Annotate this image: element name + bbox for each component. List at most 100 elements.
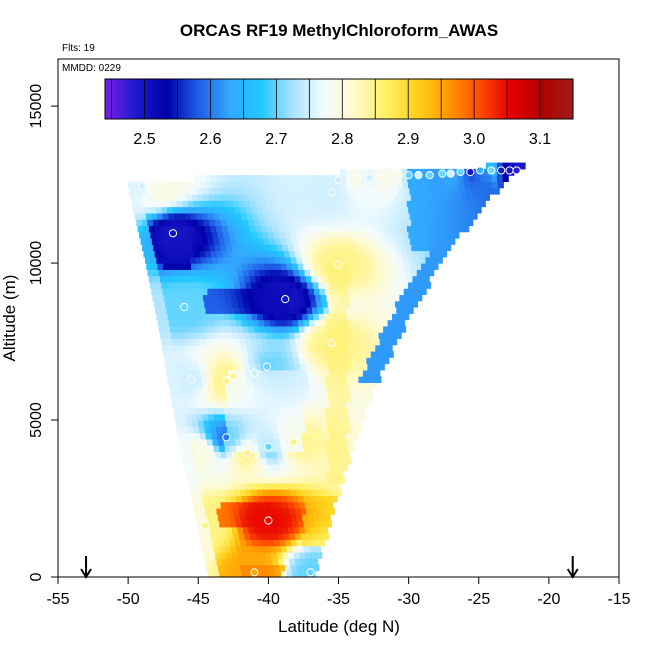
heatmap-cell: [358, 313, 365, 321]
heatmap-cell: [317, 307, 324, 314]
heatmap-cell: [195, 489, 202, 496]
heatmap-cell: [437, 187, 444, 195]
heatmap-cell: [209, 551, 216, 559]
heatmap-cell: [229, 514, 236, 522]
heatmap-cell: [380, 281, 387, 289]
heatmap-cell: [457, 225, 464, 233]
heatmap-cell: [265, 526, 272, 534]
heatmap-cell: [304, 193, 311, 201]
sample-point: [487, 166, 496, 175]
heatmap-cell: [257, 514, 264, 522]
heatmap-cell: [314, 413, 321, 421]
heatmap-cell: [348, 350, 355, 358]
heatmap-cell: [174, 212, 181, 220]
sample-point: [334, 260, 343, 269]
heatmap-cell: [401, 307, 409, 314]
heatmap-cell: [257, 438, 264, 446]
heatmap-cell: [373, 168, 380, 176]
heatmap-cell: [241, 319, 248, 327]
colorbar-strip: [186, 79, 191, 119]
heatmap-cell: [243, 426, 251, 434]
heatmap-cell: [238, 426, 245, 434]
heatmap-cell: [283, 225, 290, 233]
heatmap-cell: [219, 350, 226, 358]
heatmap-cell: [259, 551, 267, 559]
heatmap-cell: [233, 338, 241, 346]
heatmap-cell: [182, 363, 189, 371]
colorbar-strip: [128, 79, 132, 119]
heatmap-cell: [364, 237, 372, 245]
heatmap-cell: [185, 382, 192, 390]
heatmap-cell: [398, 319, 406, 327]
heatmap-cell: [277, 426, 284, 434]
heatmap-cell: [189, 231, 196, 239]
heatmap-cell: [327, 325, 334, 333]
heatmap-cell: [196, 263, 203, 270]
heatmap-cell: [247, 545, 254, 553]
heatmap-cell: [154, 225, 161, 233]
heatmap-cell: [194, 401, 201, 409]
heatmap-cell: [342, 263, 349, 270]
colorbar-strip: [374, 79, 378, 119]
heatmap-cell: [204, 300, 211, 308]
heatmap-cell: [233, 225, 240, 233]
heatmap-cell: [169, 388, 177, 396]
heatmap-cell: [379, 168, 386, 176]
heatmap-cell: [245, 539, 253, 547]
heatmap-cell: [301, 401, 308, 409]
heatmap-cell: [304, 451, 312, 459]
heatmap-cell: [284, 401, 291, 409]
heatmap-cell: [327, 388, 334, 396]
heatmap-cell: [356, 200, 363, 208]
heatmap-cell: [209, 476, 216, 484]
heatmap-cell: [191, 413, 198, 421]
heatmap-cell: [353, 212, 360, 220]
heatmap-cell: [283, 482, 291, 490]
heatmap-cell: [335, 489, 342, 496]
heatmap-cell: [357, 338, 364, 346]
heatmap-cell: [227, 175, 234, 183]
heatmap-cell: [472, 193, 479, 201]
heatmap-cell: [208, 294, 215, 302]
heatmap-cell: [408, 281, 415, 289]
heatmap-cell: [291, 344, 298, 352]
heatmap-cell: [210, 225, 217, 233]
heatmap-cell: [225, 193, 232, 201]
heatmap-cell: [293, 501, 300, 509]
heatmap-cell: [200, 369, 207, 377]
heatmap-cell: [154, 275, 161, 283]
heatmap-cell: [187, 394, 195, 402]
colorbar-strip: [324, 79, 328, 119]
heatmap-cell: [296, 463, 303, 471]
heatmap-cell: [491, 162, 498, 170]
heatmap-cell: [377, 269, 384, 277]
heatmap-cell: [327, 357, 334, 365]
heatmap-cell: [192, 451, 199, 459]
heatmap-cell: [369, 256, 376, 264]
heatmap-cell: [299, 300, 306, 308]
heatmap-cell: [324, 407, 331, 415]
heatmap-cell: [219, 237, 226, 245]
heatmap-cell: [219, 545, 226, 553]
heatmap-cell: [422, 219, 429, 226]
heatmap-cell: [329, 369, 336, 377]
heatmap-cell: [320, 445, 327, 453]
heatmap-cell: [223, 438, 230, 446]
heatmap-cell: [320, 382, 327, 390]
heatmap-cell: [303, 470, 310, 478]
heatmap-cell: [302, 407, 309, 415]
heatmap-cell: [266, 426, 273, 434]
heatmap-cell: [274, 288, 281, 296]
heatmap-cell: [254, 325, 261, 333]
heatmap-cell: [244, 507, 251, 515]
heatmap-cell: [436, 256, 443, 264]
heatmap-cell: [393, 294, 400, 302]
heatmap-cell: [311, 533, 319, 540]
heatmap-cell: [285, 376, 292, 383]
heatmap-cell: [352, 376, 360, 383]
heatmap-cell: [222, 457, 229, 465]
heatmap-cell: [455, 193, 462, 201]
heatmap-cell: [390, 338, 398, 346]
heatmap-cell: [448, 187, 455, 195]
sample-point: [456, 167, 465, 177]
